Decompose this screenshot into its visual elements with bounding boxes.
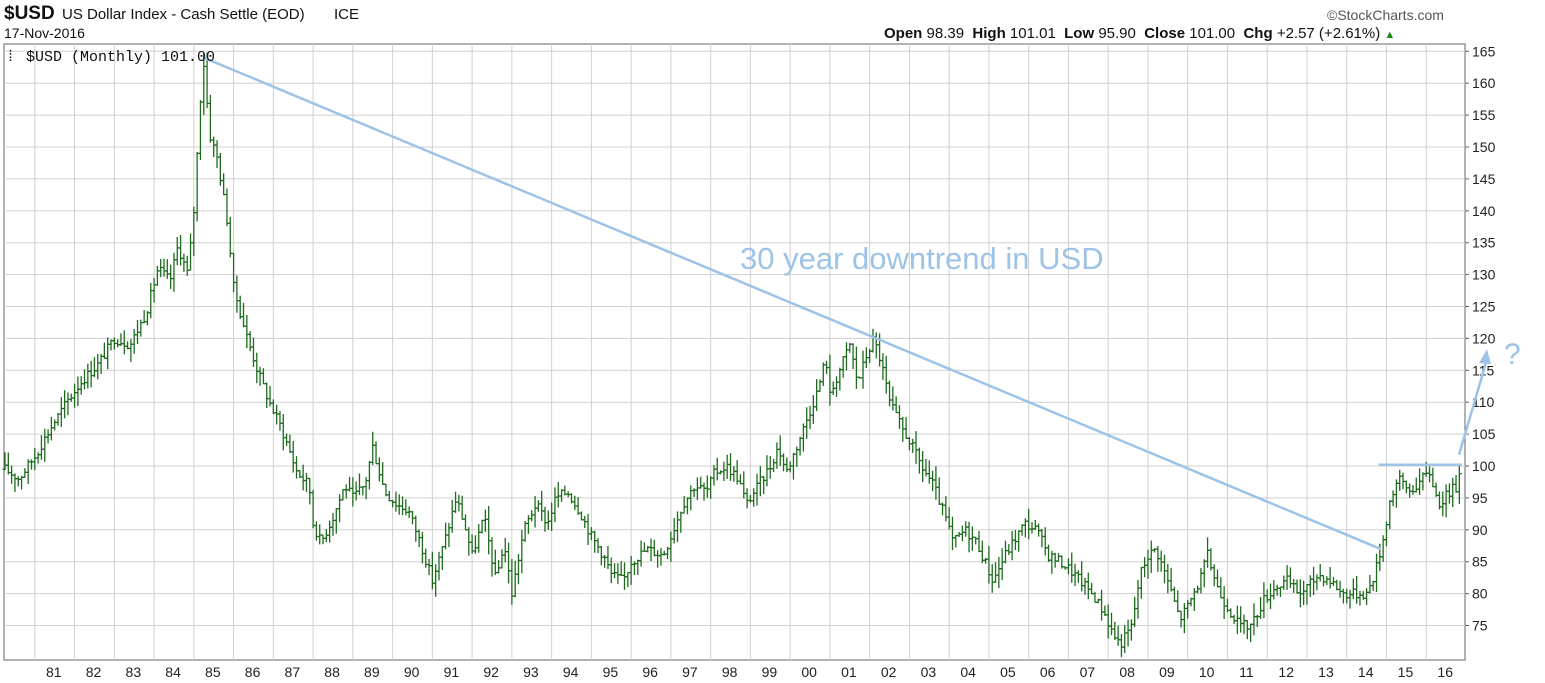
- y-tick-label: 135: [1472, 235, 1496, 251]
- y-tick-label: 120: [1472, 330, 1496, 346]
- x-tick-label: 94: [563, 664, 579, 680]
- x-tick-label: 15: [1398, 664, 1414, 680]
- breakout-arrow: [1457, 358, 1489, 456]
- x-tick-label: 03: [921, 664, 937, 680]
- x-axis: 81 82 83 84 85 86 87 88 89 90 91 92 93 94 95 96 97 98 99 00…: [46, 664, 1453, 680]
- x-tick-label: 93: [523, 664, 539, 680]
- x-tick-label: 13: [1318, 664, 1334, 680]
- chg-value: +2.57 (+2.61%): [1276, 25, 1381, 42]
- y-tick-label: 145: [1472, 171, 1496, 187]
- x-tick-label: 05: [1000, 664, 1016, 680]
- y-tick-label: 90: [1472, 522, 1488, 538]
- open-value: 98.39: [926, 25, 965, 42]
- up-arrow-icon: ▲: [1384, 29, 1396, 41]
- x-tick-label: 92: [483, 664, 499, 680]
- x-tick-label: 96: [642, 664, 658, 680]
- y-tick-label: 125: [1472, 299, 1496, 315]
- annotations: [203, 56, 1491, 551]
- arrow-head-icon: [1479, 349, 1491, 365]
- x-tick-label: 98: [722, 664, 738, 680]
- y-tick-label: 165: [1472, 43, 1496, 59]
- x-tick-label: 09: [1159, 664, 1175, 680]
- x-tick-label: 84: [165, 664, 181, 680]
- y-tick-label: 140: [1472, 203, 1496, 219]
- x-tick-label: 86: [245, 664, 261, 680]
- x-tick-label: 02: [881, 664, 897, 680]
- low-value: 95.90: [1098, 25, 1136, 42]
- y-tick-label: 75: [1472, 618, 1488, 634]
- downtrend-annotation: 30 year downtrend in USD: [740, 241, 1104, 276]
- legend: ⁞ $USD (Monthly) 101.00: [6, 49, 215, 66]
- y-tick-label: 105: [1472, 426, 1496, 442]
- x-tick-label: 95: [603, 664, 619, 680]
- x-tick-label: 90: [404, 664, 420, 680]
- chg-label: Chg: [1243, 25, 1273, 42]
- open-label: Open: [884, 25, 923, 42]
- x-tick-label: 97: [682, 664, 698, 680]
- legend-label: $USD (Monthly) 101.00: [26, 49, 215, 66]
- x-tick-label: 14: [1358, 664, 1374, 680]
- y-tick-label: 85: [1472, 554, 1488, 570]
- brand-label[interactable]: ©StockCharts.com: [1327, 7, 1444, 23]
- ohlc-bar: [1456, 465, 1462, 505]
- x-tick-label: 06: [1040, 664, 1056, 680]
- high-label: High: [972, 25, 1006, 42]
- x-tick-label: 04: [960, 664, 976, 680]
- exchange-label: ICE: [334, 6, 360, 23]
- y-tick-label: 130: [1472, 267, 1496, 283]
- x-tick-label: 08: [1119, 664, 1135, 680]
- y-axis: 7580859095100105110115120125130135140145…: [1465, 43, 1496, 634]
- x-tick-label: 89: [364, 664, 380, 680]
- y-tick-label: 160: [1472, 75, 1496, 91]
- x-tick-label: 83: [126, 664, 142, 680]
- legend-icon: ⁞: [6, 49, 15, 66]
- x-tick-label: 12: [1278, 664, 1294, 680]
- y-tick-label: 155: [1472, 107, 1496, 123]
- x-tick-label: 07: [1080, 664, 1096, 680]
- x-tick-label: 01: [841, 664, 857, 680]
- ohlc-summary: Open 98.39 High 101.01 Low 95.90 Close 1…: [884, 25, 1395, 42]
- y-tick-label: 95: [1472, 490, 1488, 506]
- chart-date: 17-Nov-2016: [4, 25, 85, 41]
- close-label: Close: [1144, 25, 1186, 42]
- close-value: 101.00: [1189, 25, 1236, 42]
- x-tick-label: 16: [1437, 664, 1453, 680]
- low-label: Low: [1064, 25, 1095, 42]
- x-tick-label: 11: [1239, 664, 1254, 680]
- x-tick-label: 85: [205, 664, 221, 680]
- x-tick-label: 91: [444, 664, 460, 680]
- y-tick-label: 100: [1472, 458, 1496, 474]
- ohlc-bars: [2, 52, 1462, 658]
- chart-title: US Dollar Index - Cash Settle (EOD): [62, 6, 305, 23]
- trend-line: [203, 56, 1381, 551]
- x-tick-label: 00: [801, 664, 817, 680]
- x-tick-label: 81: [46, 664, 62, 680]
- y-tick-label: 150: [1472, 139, 1496, 155]
- x-tick-label: 82: [86, 664, 102, 680]
- x-tick-label: 87: [285, 664, 301, 680]
- symbol: $USD: [4, 3, 55, 24]
- x-tick-label: 88: [324, 664, 340, 680]
- question-mark: ?: [1504, 338, 1521, 371]
- x-tick-label: 99: [762, 664, 778, 680]
- x-tick-label: 10: [1199, 664, 1215, 680]
- y-tick-label: 110: [1472, 394, 1495, 410]
- y-tick-label: 80: [1472, 586, 1488, 602]
- high-value: 101.01: [1009, 25, 1056, 42]
- plot-frame: [3, 43, 1466, 661]
